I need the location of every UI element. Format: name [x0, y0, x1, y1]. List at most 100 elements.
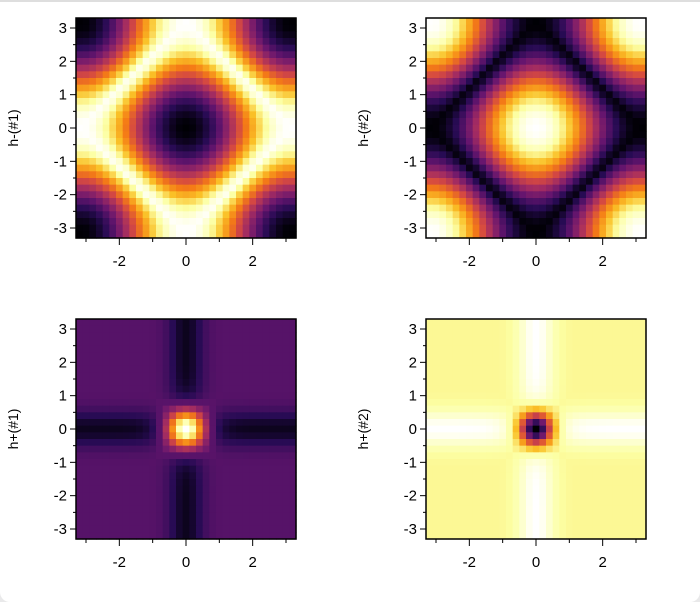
heatmap-cell [586, 505, 594, 513]
heatmap-cell [546, 485, 554, 493]
heatmap-cell [559, 512, 567, 520]
heatmap-cell [289, 325, 297, 333]
heatmap-cell [552, 164, 560, 172]
heatmap-cell [499, 158, 507, 166]
heatmap-cell [209, 519, 217, 527]
heatmap-cell [222, 459, 230, 467]
heatmap-cell [162, 392, 170, 400]
heatmap-cell [116, 519, 124, 527]
heatmap-cell [566, 98, 574, 106]
heatmap-cell [612, 171, 620, 179]
heatmap-cell [276, 31, 284, 39]
heatmap-cell [282, 58, 290, 66]
heatmap-cell [102, 198, 110, 206]
heatmap-cell [632, 352, 640, 360]
window-top-edge [0, 0, 700, 2]
heatmap-cell [552, 98, 560, 106]
heatmap-cell [109, 111, 117, 119]
heatmap-cell [256, 485, 264, 493]
heatmap-cell [269, 58, 277, 66]
heatmap-cell [499, 164, 507, 172]
heatmap-cell [532, 385, 540, 393]
heatmap-cell [559, 151, 567, 159]
heatmap-cell [612, 64, 620, 72]
heatmap-cell [82, 452, 90, 460]
heatmap-cell [109, 425, 117, 433]
heatmap-cell [262, 352, 270, 360]
heatmap-cell [236, 412, 244, 420]
heatmap-cell [599, 204, 607, 212]
heatmap-cell [466, 24, 474, 32]
heatmap-cell [559, 64, 567, 72]
heatmap-cell [142, 178, 150, 186]
heatmap-cell [129, 124, 137, 132]
heatmap-cell [579, 124, 587, 132]
heatmap-cell [506, 512, 514, 520]
heatmap-cell [499, 44, 507, 52]
heatmap-cell [209, 505, 217, 513]
heatmap-cell [122, 352, 130, 360]
heatmap-cell [256, 452, 264, 460]
heatmap-cells [76, 319, 297, 540]
heatmap-cell [499, 131, 507, 139]
heatmap-cell [276, 51, 284, 59]
heatmap-cell [262, 138, 270, 146]
heatmap-cell [472, 452, 480, 460]
heatmap-cell [156, 98, 164, 106]
heatmap-cell [452, 31, 460, 39]
heatmap-cell [612, 124, 620, 132]
heatmap-cell [579, 452, 587, 460]
heatmap-cell [136, 485, 144, 493]
heatmap-cell [566, 224, 574, 232]
heatmap-cell [102, 485, 110, 493]
heatmap-cell [526, 38, 534, 46]
heatmap-cell [572, 184, 580, 192]
heatmap-cell [492, 38, 500, 46]
heatmap-cell [446, 111, 454, 119]
heatmap-cell [446, 372, 454, 380]
heatmap-cell [506, 204, 514, 212]
heatmap-cell [532, 131, 540, 139]
heatmap-cell [599, 71, 607, 79]
heatmap-cell [479, 204, 487, 212]
heatmap-cell [176, 118, 184, 126]
heatmap-cell [519, 512, 527, 520]
heatmap-cell [426, 224, 434, 232]
heatmap-cell [532, 211, 540, 219]
heatmap-cell [452, 512, 460, 520]
heatmap-cell [439, 204, 447, 212]
heatmap-cell [472, 171, 480, 179]
heatmap-cell [229, 191, 237, 199]
heatmap-cell [632, 178, 640, 186]
heatmap-cell [122, 171, 130, 179]
heatmap-cell [472, 372, 480, 380]
heatmap-cell [426, 472, 434, 480]
heatmap-cell [136, 131, 144, 139]
heatmap-cell [116, 64, 124, 72]
heatmap-cell [256, 51, 264, 59]
heatmap-cell [499, 459, 507, 467]
heatmap-cell [426, 64, 434, 72]
heatmap-cell [499, 51, 507, 59]
heatmap-cell [102, 525, 110, 533]
heatmap-cell [249, 459, 257, 467]
heatmap-cell [486, 144, 494, 152]
heatmap-cell [82, 419, 90, 427]
heatmap-cell [539, 91, 547, 99]
heatmap-cell [586, 224, 594, 232]
heatmap-cell [276, 392, 284, 400]
heatmap-cell [546, 472, 554, 480]
heatmap-cell [236, 64, 244, 72]
heatmap-cell [289, 372, 297, 380]
heatmap-cell [572, 419, 580, 427]
heatmap-cell [439, 151, 447, 159]
heatmap-cell [116, 58, 124, 66]
heatmap-cell [526, 412, 534, 420]
heatmap-cell [236, 459, 244, 467]
heatmap-cell [102, 352, 110, 360]
heatmap-cell [242, 525, 250, 533]
heatmap-cell [182, 379, 190, 387]
heatmap-cell [102, 71, 110, 79]
heatmap-cell [276, 118, 284, 126]
heatmap-cell [142, 98, 150, 106]
